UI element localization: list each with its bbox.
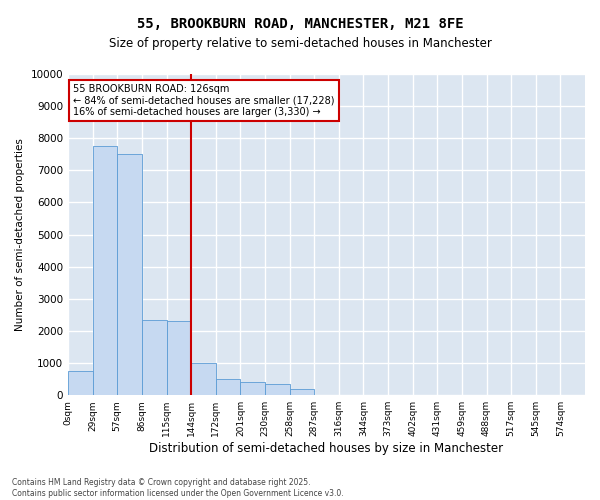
Bar	[92, 146, 117, 395]
Text: 55, BROOKBURN ROAD, MANCHESTER, M21 8FE: 55, BROOKBURN ROAD, MANCHESTER, M21 8FE	[137, 18, 463, 32]
Bar	[265, 384, 290, 395]
Bar	[216, 379, 241, 395]
Text: Contains HM Land Registry data © Crown copyright and database right 2025.
Contai: Contains HM Land Registry data © Crown c…	[12, 478, 344, 498]
Bar	[290, 389, 314, 395]
Text: Size of property relative to semi-detached houses in Manchester: Size of property relative to semi-detach…	[109, 38, 491, 51]
Bar	[241, 382, 265, 395]
Text: 55 BROOKBURN ROAD: 126sqm
← 84% of semi-detached houses are smaller (17,228)
16%: 55 BROOKBURN ROAD: 126sqm ← 84% of semi-…	[73, 84, 335, 117]
Bar	[191, 363, 216, 395]
Bar	[142, 320, 167, 395]
Bar	[117, 154, 142, 395]
Y-axis label: Number of semi-detached properties: Number of semi-detached properties	[15, 138, 25, 331]
Bar	[167, 322, 191, 395]
Bar	[68, 371, 92, 395]
X-axis label: Distribution of semi-detached houses by size in Manchester: Distribution of semi-detached houses by …	[149, 442, 503, 455]
